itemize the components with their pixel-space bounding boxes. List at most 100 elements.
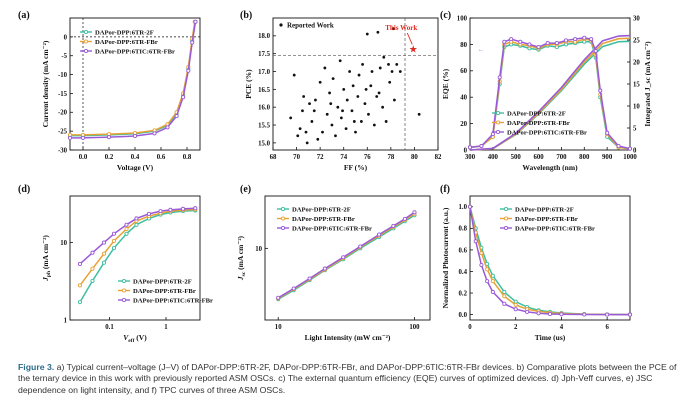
y-tick-label: 15.5 xyxy=(258,122,270,129)
x-tick-label: 76 xyxy=(364,154,371,161)
x-axis-label: Light Intensity (mW cm⁻²) xyxy=(305,333,391,342)
data-point xyxy=(356,95,360,98)
x-tick-label: 0 xyxy=(468,324,472,331)
data-point xyxy=(344,127,348,130)
y-tick-label: 1.0 xyxy=(459,204,468,211)
data-point xyxy=(375,95,379,98)
panel-c: (c)300 400 500 600 700 800 900 1000020406080100… xyxy=(440,10,652,172)
y-tick-label: 0.4 xyxy=(459,269,468,276)
series-marker xyxy=(485,279,490,284)
y-tick-label: 60 xyxy=(460,68,467,75)
x-tick-label: 100 xyxy=(409,324,420,331)
x-tick-label: 0.1 xyxy=(105,324,114,331)
panel-label: (b) xyxy=(240,10,252,21)
legend-label: DAPor-DPP:6TIC:6TR-FBr xyxy=(133,297,213,304)
data-point xyxy=(348,70,352,73)
data-point xyxy=(361,62,364,66)
series-marker xyxy=(322,266,327,271)
data-point xyxy=(304,130,308,134)
integrated-arrow: → xyxy=(622,33,628,39)
legend-label: DAPor-DPP:6TR-2F xyxy=(515,206,574,213)
data-point xyxy=(301,109,304,113)
series-line xyxy=(469,206,631,316)
data-point xyxy=(367,112,370,116)
legend-label: DAPor-DPP:6TR-2F xyxy=(133,278,192,285)
series-marker xyxy=(134,222,139,227)
y-tick-label: 16.5 xyxy=(258,87,270,94)
legend-label: Reported Work xyxy=(287,22,334,30)
data-point xyxy=(330,123,334,127)
y-tick-label: 18.0 xyxy=(258,33,270,40)
series-marker xyxy=(536,311,541,316)
data-point xyxy=(364,87,368,91)
series-marker xyxy=(111,238,117,244)
series-marker xyxy=(605,312,610,317)
data-point xyxy=(382,55,386,59)
series-marker xyxy=(193,19,198,24)
panel-label: (f) xyxy=(440,184,450,195)
series-marker xyxy=(490,279,495,284)
data-point xyxy=(321,130,324,134)
data-point xyxy=(350,109,354,113)
data-point xyxy=(289,116,293,120)
x-tick-label: 4 xyxy=(560,324,564,331)
series-marker xyxy=(559,312,564,317)
integrated-arrow: → xyxy=(622,35,628,41)
series-marker xyxy=(101,260,107,265)
y-tick-label: 0.2 xyxy=(459,290,468,297)
legend-label: DAPor-DPP:6TR-FBr xyxy=(292,216,355,223)
legend-label: DAPor-DPP:6TR-FBr xyxy=(507,120,570,127)
panel-d: (d) 0.1 1 1 10 Veff (V) Jph (mA cm⁻²) DAPor-DPP… xyxy=(18,184,213,344)
data-point xyxy=(359,120,363,123)
legend-label: DAPor-DPP:6TR-FBr xyxy=(133,288,196,295)
series-marker xyxy=(146,211,152,216)
data-point xyxy=(342,87,346,91)
series-marker xyxy=(563,38,569,43)
series-marker xyxy=(111,231,117,236)
legend-label: DAPor-DPP:6TIC:6TR-FBr xyxy=(507,129,587,136)
y-axis-label: Jsc (mA cm⁻²) xyxy=(236,235,247,281)
series-marker xyxy=(90,250,95,255)
legend-label: DAPor-DPP:6TR-2F xyxy=(95,29,154,36)
eqe-arrow: ← xyxy=(478,47,484,53)
y2-tick-label: 15 xyxy=(633,81,640,88)
data-point xyxy=(339,116,343,120)
x-axis-label: Veff (V) xyxy=(123,333,147,344)
x-tick-label: 800 xyxy=(579,154,590,161)
x-tick-label: 900 xyxy=(602,154,613,161)
y-tick-label: 100 xyxy=(457,15,468,22)
y-axis-label: PCE (%) xyxy=(244,69,253,99)
series-marker xyxy=(582,35,587,40)
series-marker xyxy=(554,41,559,46)
y-axis-label: Normalized Photocurrent (a.u.) xyxy=(441,207,450,308)
caption-label: Figure 3. xyxy=(18,362,55,372)
data-point xyxy=(363,102,367,106)
data-point xyxy=(298,127,302,130)
series-marker xyxy=(101,240,107,245)
x-axis-label: FF (%) xyxy=(344,163,368,172)
y2-tick-label: 20 xyxy=(633,59,640,66)
data-point xyxy=(302,95,306,98)
figure-caption: Figure 3. a) Typical current–voltage (J–… xyxy=(18,362,686,396)
data-point xyxy=(352,120,356,123)
plot-frame xyxy=(272,17,439,151)
series-marker xyxy=(174,114,179,119)
series-marker xyxy=(485,267,490,272)
x-axis-label: Time (us) xyxy=(535,333,566,342)
data-point xyxy=(392,98,396,102)
x-tick-label: 500 xyxy=(511,154,522,161)
y-tick-label: -30 xyxy=(58,147,68,154)
series-marker xyxy=(307,276,312,281)
y-tick-label: 15.0 xyxy=(258,140,270,147)
series-marker xyxy=(490,289,495,295)
integrated-jsc-line xyxy=(469,34,631,151)
annotation-text: This Work xyxy=(385,24,417,32)
series-marker xyxy=(513,307,518,312)
series-marker xyxy=(589,37,594,42)
series-marker xyxy=(502,294,507,299)
data-point xyxy=(391,27,395,31)
data-point xyxy=(357,73,361,77)
series-marker xyxy=(598,88,603,93)
data-point xyxy=(336,105,340,109)
series-marker xyxy=(77,283,82,288)
